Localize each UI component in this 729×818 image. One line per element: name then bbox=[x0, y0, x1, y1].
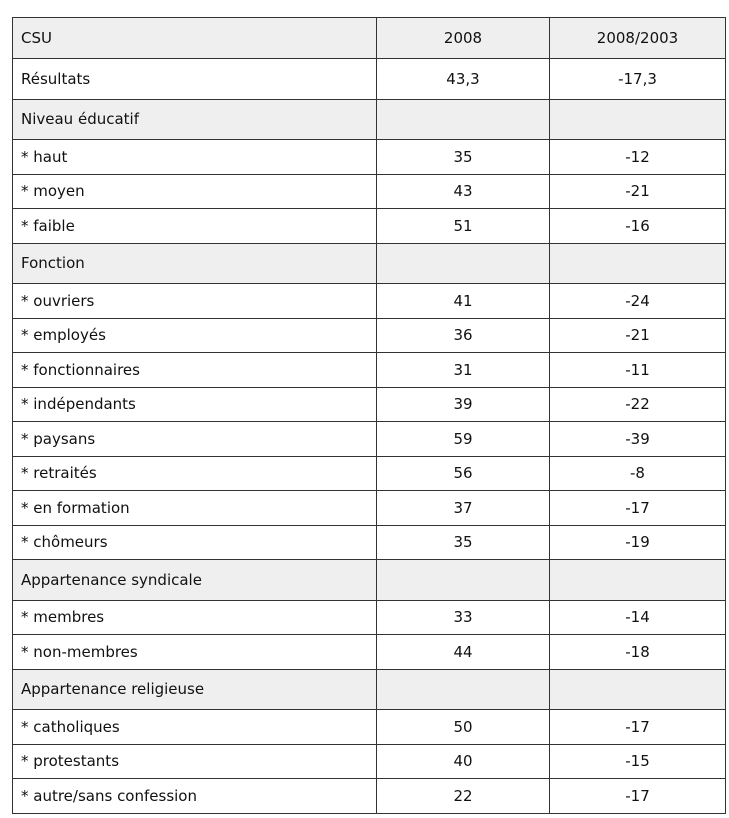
section-row: Niveau éducatif bbox=[12, 98, 726, 140]
cell: 56 bbox=[376, 455, 550, 491]
section-cell bbox=[549, 98, 726, 140]
cell: 43 bbox=[376, 173, 550, 209]
cell: -11 bbox=[549, 352, 726, 388]
cell: -14 bbox=[549, 599, 726, 635]
cell: -17 bbox=[549, 490, 726, 526]
cell: * indépendants bbox=[12, 386, 377, 422]
cell: * retraités bbox=[12, 455, 377, 491]
cell: -16 bbox=[549, 208, 726, 244]
section-row: Appartenance syndicale bbox=[12, 559, 726, 601]
cell: * ouvriers bbox=[12, 283, 377, 319]
section-cell bbox=[549, 242, 726, 284]
cell: -22 bbox=[549, 386, 726, 422]
cell: * paysans bbox=[12, 421, 377, 457]
header-row: CSU 2008 2008/2003 bbox=[12, 17, 726, 59]
section-cell: Appartenance syndicale bbox=[12, 559, 377, 601]
cell: -18 bbox=[549, 634, 726, 670]
cell: -17,3 bbox=[549, 58, 726, 100]
header-cell: 2008 bbox=[376, 17, 550, 59]
cell: * fonctionnaires bbox=[12, 352, 377, 388]
cell: -21 bbox=[549, 317, 726, 353]
cell: Résultats bbox=[12, 58, 377, 100]
section-cell: Appartenance religieuse bbox=[12, 668, 377, 710]
section-cell: Niveau éducatif bbox=[12, 98, 377, 140]
cell: -17 bbox=[549, 709, 726, 745]
cell: * chômeurs bbox=[12, 524, 377, 560]
header-cell: CSU bbox=[12, 17, 377, 59]
cell: -39 bbox=[549, 421, 726, 457]
cell: * autre/sans confession bbox=[12, 778, 377, 814]
cell: 31 bbox=[376, 352, 550, 388]
data-row: * fonctionnaires 31 -11 bbox=[12, 352, 726, 388]
section-cell bbox=[549, 668, 726, 710]
data-row: * haut 35 -12 bbox=[12, 139, 726, 175]
section-row: Fonction bbox=[12, 242, 726, 284]
section-cell bbox=[376, 668, 550, 710]
cell: * moyen bbox=[12, 173, 377, 209]
cell: 37 bbox=[376, 490, 550, 526]
cell: * en formation bbox=[12, 490, 377, 526]
data-row: * employés 36 -21 bbox=[12, 317, 726, 353]
data-row: * autre/sans confession 22 -17 bbox=[12, 778, 726, 814]
cell: 44 bbox=[376, 634, 550, 670]
data-row: * en formation 37 -17 bbox=[12, 490, 726, 526]
cell: -12 bbox=[549, 139, 726, 175]
cell: -21 bbox=[549, 173, 726, 209]
cell: * catholiques bbox=[12, 709, 377, 745]
data-row: * catholiques 50 -17 bbox=[12, 709, 726, 745]
data-row: * chômeurs 35 -19 bbox=[12, 524, 726, 560]
cell: 35 bbox=[376, 139, 550, 175]
cell: * non-membres bbox=[12, 634, 377, 670]
cell: 43,3 bbox=[376, 58, 550, 100]
cell: * employés bbox=[12, 317, 377, 353]
cell: 33 bbox=[376, 599, 550, 635]
cell: * haut bbox=[12, 139, 377, 175]
data-row: Résultats 43,3 -17,3 bbox=[12, 58, 726, 100]
section-cell: Fonction bbox=[12, 242, 377, 284]
data-row: * faible 51 -16 bbox=[12, 208, 726, 244]
data-row: * protestants 40 -15 bbox=[12, 743, 726, 779]
section-cell bbox=[549, 559, 726, 601]
cell: -15 bbox=[549, 743, 726, 779]
data-row: * ouvriers 41 -24 bbox=[12, 283, 726, 319]
cell: 50 bbox=[376, 709, 550, 745]
cell: 59 bbox=[376, 421, 550, 457]
cell: 36 bbox=[376, 317, 550, 353]
cell: -17 bbox=[549, 778, 726, 814]
cell: * faible bbox=[12, 208, 377, 244]
cell: 22 bbox=[376, 778, 550, 814]
cell: * protestants bbox=[12, 743, 377, 779]
cell: 51 bbox=[376, 208, 550, 244]
section-cell bbox=[376, 559, 550, 601]
cell: 41 bbox=[376, 283, 550, 319]
cell: -24 bbox=[549, 283, 726, 319]
data-row: * membres 33 -14 bbox=[12, 599, 726, 635]
cell: -19 bbox=[549, 524, 726, 560]
data-row: * indépendants 39 -22 bbox=[12, 386, 726, 422]
data-row: * paysans 59 -39 bbox=[12, 421, 726, 457]
data-row: * moyen 43 -21 bbox=[12, 173, 726, 209]
header-cell: 2008/2003 bbox=[549, 17, 726, 59]
results-table: CSU 2008 2008/2003 Résultats 43,3 -17,3 Niv… bbox=[12, 17, 726, 814]
data-row: * retraités 56 -8 bbox=[12, 455, 726, 491]
section-cell bbox=[376, 98, 550, 140]
cell: 40 bbox=[376, 743, 550, 779]
cell: 39 bbox=[376, 386, 550, 422]
cell: * membres bbox=[12, 599, 377, 635]
cell: 35 bbox=[376, 524, 550, 560]
cell: -8 bbox=[549, 455, 726, 491]
data-row: * non-membres 44 -18 bbox=[12, 634, 726, 670]
section-cell bbox=[376, 242, 550, 284]
section-row: Appartenance religieuse bbox=[12, 668, 726, 710]
table-body: CSU 2008 2008/2003 Résultats 43,3 -17,3 Niv… bbox=[12, 17, 726, 814]
